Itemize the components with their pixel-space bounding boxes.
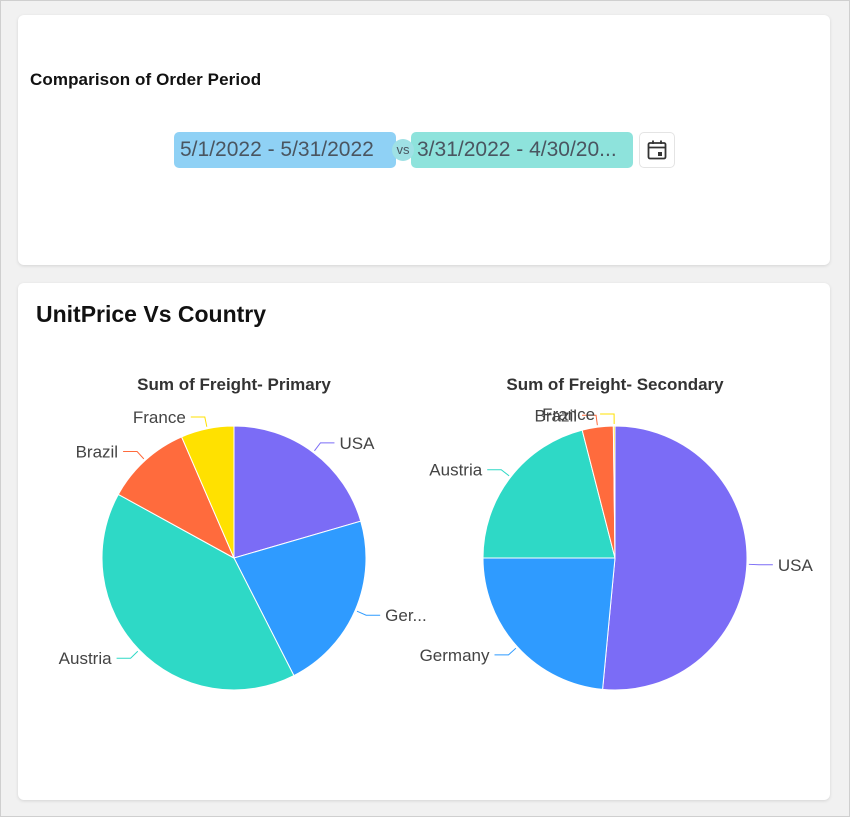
pie-label: Austria (59, 649, 112, 668)
filter-title: Comparison of Order Period (30, 70, 262, 89)
pie-label: Brazil (535, 406, 578, 425)
pie-label: Austria (429, 461, 482, 480)
leader-line (582, 414, 598, 426)
leader-line (487, 469, 510, 477)
secondary-date-range[interactable]: 3/31/2022 - 4/30/20... (411, 132, 633, 168)
pie-label: Ger... (385, 606, 427, 625)
primary-date-range[interactable]: 5/1/2022 - 5/31/2022 (174, 132, 396, 168)
pie-slice-germany[interactable] (482, 557, 616, 690)
pie-slice-austria[interactable] (482, 429, 616, 559)
pie-label: USA (778, 556, 814, 575)
leader-line (314, 442, 335, 452)
pie-label: Germany (420, 646, 490, 665)
calendar-button[interactable] (639, 132, 675, 168)
leader-line (190, 416, 208, 427)
pie-chart-1: Sum of Freight- Primary USA Ger... Austria B… (59, 375, 427, 691)
pie-slice-brazil[interactable] (117, 436, 236, 560)
leader-line (600, 413, 615, 425)
chart-card-title: UnitPrice Vs Country (36, 301, 267, 327)
pie-slice-france[interactable] (180, 425, 235, 559)
pie-title: Sum of Freight- Primary (137, 375, 331, 394)
pie-label: France (133, 408, 186, 427)
pie-slice-austria[interactable] (101, 493, 295, 691)
leader-line (356, 610, 381, 616)
pie-slice-ger[interactable] (233, 520, 367, 677)
date-filter-card: Comparison of Order Period 5/1/2022 - 5/… (18, 15, 830, 265)
pie-chart-2: Sum of Freight- Secondary USA Germany Austr… (420, 375, 814, 691)
leader-line (494, 647, 517, 656)
vs-badge: vs (392, 139, 414, 161)
leader-line (123, 450, 145, 460)
pie-label: USA (339, 434, 375, 453)
calendar-icon (647, 140, 667, 160)
pie-title: Sum of Freight- Secondary (506, 375, 724, 394)
leader-line (116, 650, 139, 659)
pie-slice-france[interactable] (612, 425, 616, 559)
pie-label: France (542, 405, 595, 424)
pie-slice-usa[interactable] (233, 425, 362, 559)
pie-slice-usa[interactable] (602, 425, 748, 691)
pie-label: Brazil (76, 442, 119, 461)
